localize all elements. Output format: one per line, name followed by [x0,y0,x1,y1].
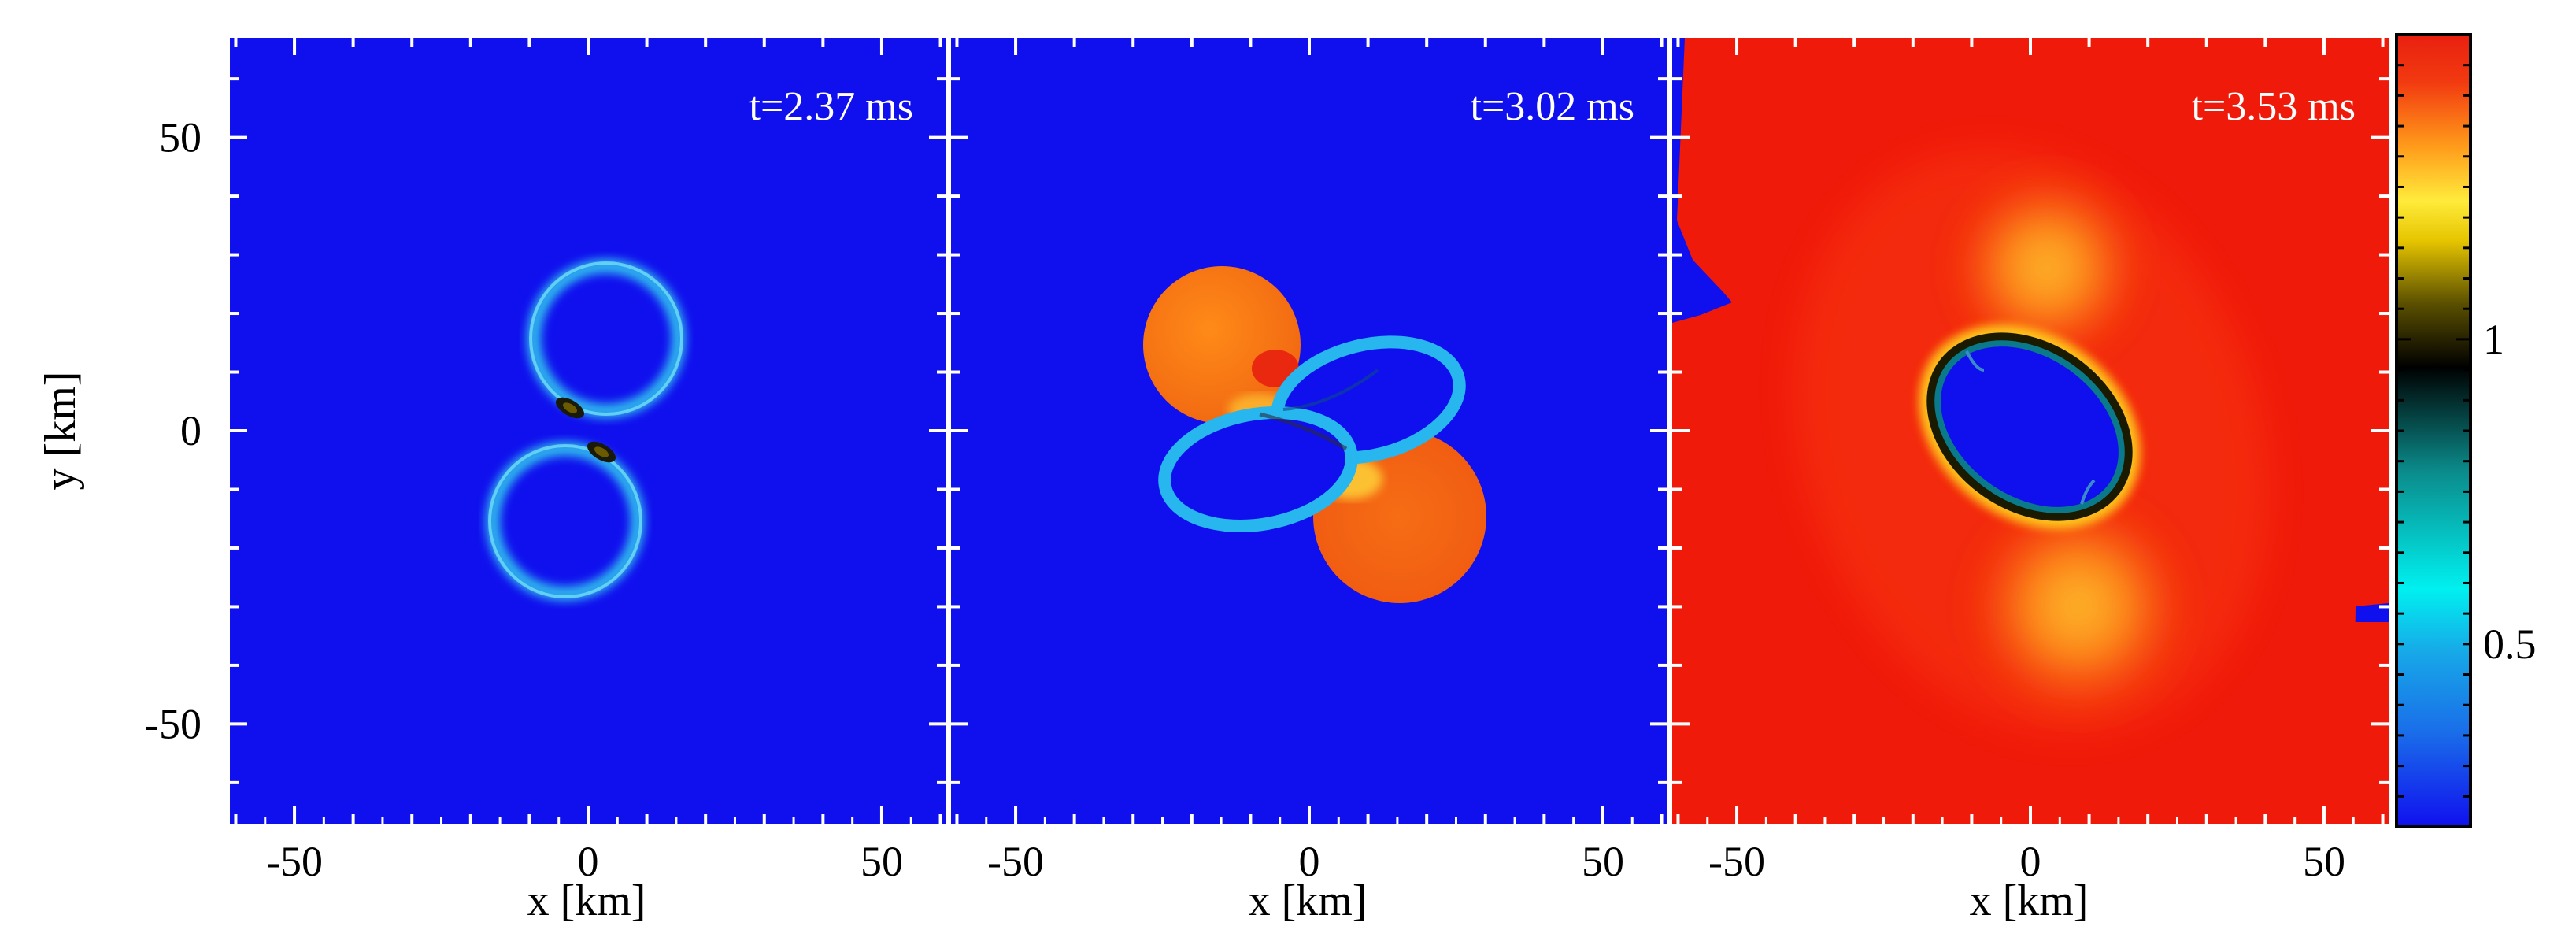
x-axis-label-2: x [km] [1249,876,1368,925]
x-tick-labels: -50 0 50 -50 0 50 -50 0 50 [266,838,2345,885]
panel-3-ticks [1672,38,2389,824]
panel-3-time-label: t=3.53 ms [2192,84,2356,129]
y-tick-label: 50 [159,114,202,161]
panel-3-remnant [1919,324,2141,529]
x-tick-label: -50 [266,838,323,885]
x-tick-label: -50 [987,838,1044,885]
x-tick-label: 50 [1582,838,1624,885]
panel-1-star-lower-rim [488,444,642,598]
panel-1-star-lower [486,442,645,601]
x-tick-label: 50 [861,838,903,885]
colorbar-gradient [2395,33,2472,828]
y-axis-label: y [km] [36,372,85,491]
x-tick-label: 0 [2020,838,2041,885]
panel-2-ticks [951,38,1667,824]
panel-frames [230,38,2389,824]
panel-2-time-label: t=3.02 ms [1471,84,1634,129]
panel-1-contact [555,397,616,463]
x-axis-label-1: x [km] [527,876,646,925]
y-tick-label: 0 [180,407,202,454]
panel-1-star-upper [527,259,686,418]
colorbar-tick-label: 0.5 [2483,620,2537,668]
y-tick-labels: 50 0 -50 [145,114,202,748]
panel-1 [230,38,946,824]
x-tick-label: 0 [1299,838,1320,885]
colorbar-ticks: 10.5 [2396,64,2537,798]
panel-2 [951,38,1667,824]
panel-1-star-upper-rim [529,261,683,416]
panel-2-lobe-upper [1143,266,1301,424]
panel-3 [1672,38,2389,824]
x-tick-label: -50 [1708,838,1765,885]
y-tick-label: -50 [145,700,202,747]
x-tick-label: 0 [578,838,599,885]
panel-2-body-left [1158,406,1358,533]
x-tick-label: 50 [2303,838,2345,885]
colorbar: 10.5 [2395,33,2537,828]
colorbar-tick-label: 1 [2483,316,2504,363]
panel-1-time-label: t=2.37 ms [749,84,913,129]
x-axis-label-3: x [km] [1970,876,2089,925]
panel-1-ticks [230,38,946,824]
panel-1-background [230,38,946,824]
